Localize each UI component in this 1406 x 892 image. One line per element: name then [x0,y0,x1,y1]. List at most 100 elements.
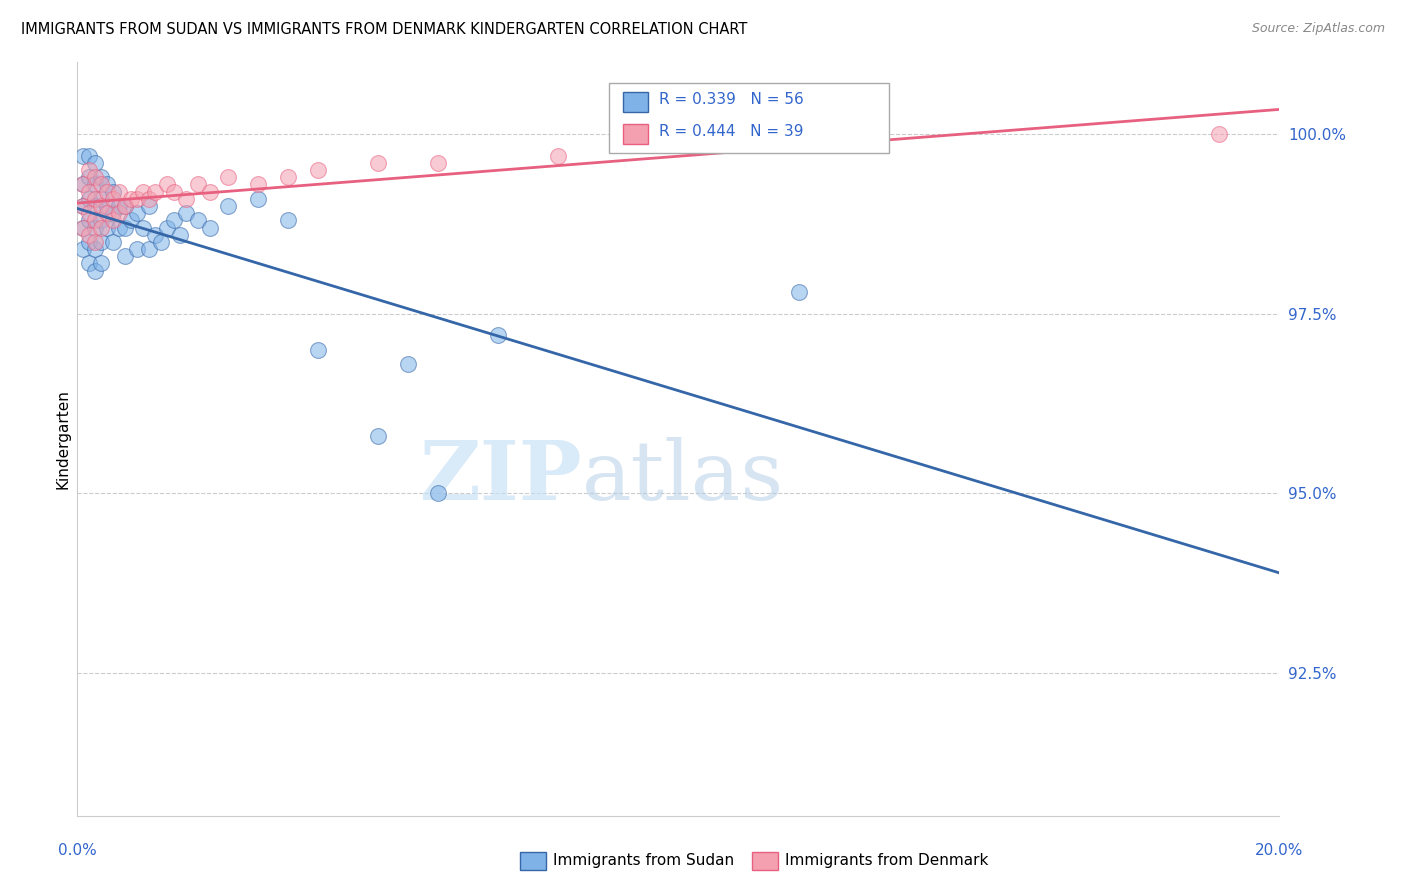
Point [246,178,269,192]
Point [84,213,107,227]
Text: R = 0.339   N = 56: R = 0.339 N = 56 [659,92,804,106]
Text: R = 0.444   N = 39: R = 0.444 N = 39 [659,124,804,138]
Point [145,185,167,199]
Point [1208,127,1230,141]
Point [120,213,142,227]
Point [787,285,810,300]
Point [79,170,101,185]
Point [138,199,160,213]
Point [90,178,112,192]
Point [396,357,419,371]
Point [84,192,107,206]
Point [103,235,125,249]
Point [84,170,107,185]
Point [84,156,107,170]
Point [307,163,329,178]
Point [79,192,101,206]
Point [72,149,94,163]
Point [486,328,509,343]
Point [114,199,136,213]
Point [174,206,197,220]
Point [90,213,112,227]
Point [72,178,94,192]
Point [103,206,125,220]
Point [156,220,179,235]
Point [72,242,94,256]
Point [103,213,125,227]
Point [84,242,107,256]
Point [72,199,94,213]
Point [90,220,112,235]
Point [79,235,101,249]
Point [72,199,94,213]
Point [367,428,389,442]
Point [79,227,101,242]
Point [108,199,131,213]
Point [162,185,184,199]
Text: Immigrants from Sudan: Immigrants from Sudan [553,854,734,868]
Point [96,178,118,192]
Point [79,213,101,227]
Point [427,486,450,500]
Point [90,235,112,249]
Point [103,192,125,206]
Point [90,256,112,270]
Point [138,192,160,206]
Point [90,199,112,213]
Point [120,192,142,206]
Point [127,192,149,206]
Point [277,170,299,185]
Point [547,149,569,163]
Point [96,199,118,213]
Point [367,156,389,170]
Point [84,220,107,235]
Point [79,149,101,163]
Point [427,156,450,170]
Point [198,220,221,235]
Point [108,206,131,220]
Text: 0.0%: 0.0% [58,843,97,858]
Point [246,192,269,206]
Point [108,185,131,199]
Text: atlas: atlas [582,437,785,517]
Point [132,220,155,235]
Point [307,343,329,357]
Point [145,227,167,242]
Point [198,185,221,199]
Point [127,206,149,220]
Point [72,220,94,235]
Point [217,199,239,213]
Point [114,249,136,263]
Point [90,170,112,185]
Text: Source: ZipAtlas.com: Source: ZipAtlas.com [1251,22,1385,36]
Point [132,185,155,199]
Point [127,242,149,256]
Point [84,263,107,277]
Point [156,178,179,192]
Text: ZIP: ZIP [419,437,582,517]
Point [72,178,94,192]
Point [174,192,197,206]
Point [138,242,160,256]
Point [217,170,239,185]
Point [96,220,118,235]
Point [114,199,136,213]
Point [79,185,101,199]
Point [79,256,101,270]
Point [187,213,209,227]
Point [72,220,94,235]
Point [96,185,118,199]
Point [162,213,184,227]
Point [79,206,101,220]
Point [84,178,107,192]
Point [84,235,107,249]
Point [187,178,209,192]
Point [169,227,191,242]
Point [96,206,118,220]
Point [108,220,131,235]
Point [103,185,125,199]
Point [90,192,112,206]
Text: Immigrants from Denmark: Immigrants from Denmark [785,854,988,868]
Y-axis label: Kindergarten: Kindergarten [55,390,70,489]
Point [277,213,299,227]
